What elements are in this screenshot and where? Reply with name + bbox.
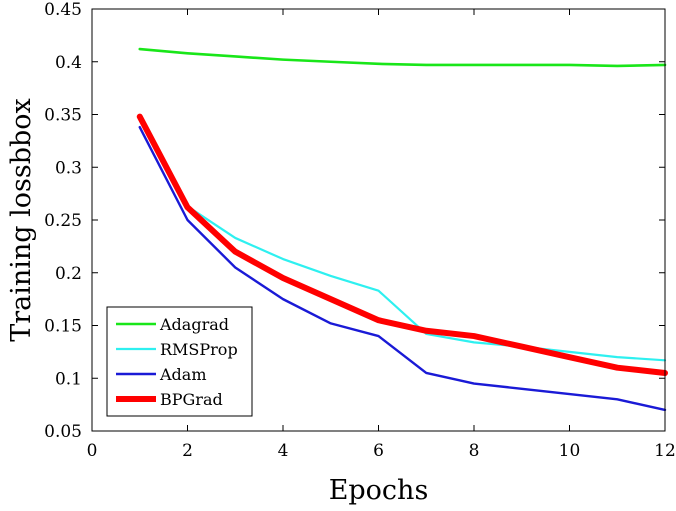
ticks-layer: 0 2 4 6 8 10 12 0.05 0.1 0.15 0.2 0.25 0.3 0.35 0.4 0.4… [44,0,676,461]
x-tick-label: 2 [182,441,193,461]
y-tick-label: 0.4 [55,53,82,73]
x-tick-label: 8 [469,441,480,461]
series-line-rmsprop [138,118,667,362]
x-tick-label: 4 [278,441,289,461]
y-tick-label: 0.05 [44,422,82,442]
legend-label-adagrad: Adagrad [159,315,229,334]
y-tick-label: 0.25 [44,211,82,231]
legend-label-rmsprop: RMSProp [160,340,238,359]
series-line-adagrad [138,47,667,68]
y-tick-label: 0.2 [55,264,82,284]
x-tick-label: 0 [87,441,98,461]
lines-layer [136,47,668,412]
series-line-bpgrad [136,113,668,376]
x-tick-label: 6 [373,441,384,461]
y-tick-label: 0.3 [55,158,82,178]
y-axis-title: Training lossbbox [6,98,37,342]
y-tick-label: 0.35 [44,106,82,126]
y-tick-label: 0.1 [55,369,82,389]
x-tick-label: 12 [654,441,676,461]
x-tick-label: 10 [559,441,581,461]
x-axis-title: Epochs [329,475,429,506]
legend-label-adam: Adam [159,365,207,384]
legend: Adagrad RMSProp Adam BPGrad [106,306,253,417]
y-tick-label: 0.45 [44,0,82,20]
y-tick-label: 0.15 [44,317,82,337]
legend-label-bpgrad: BPGrad [160,390,223,409]
series-line-adam [138,125,667,412]
